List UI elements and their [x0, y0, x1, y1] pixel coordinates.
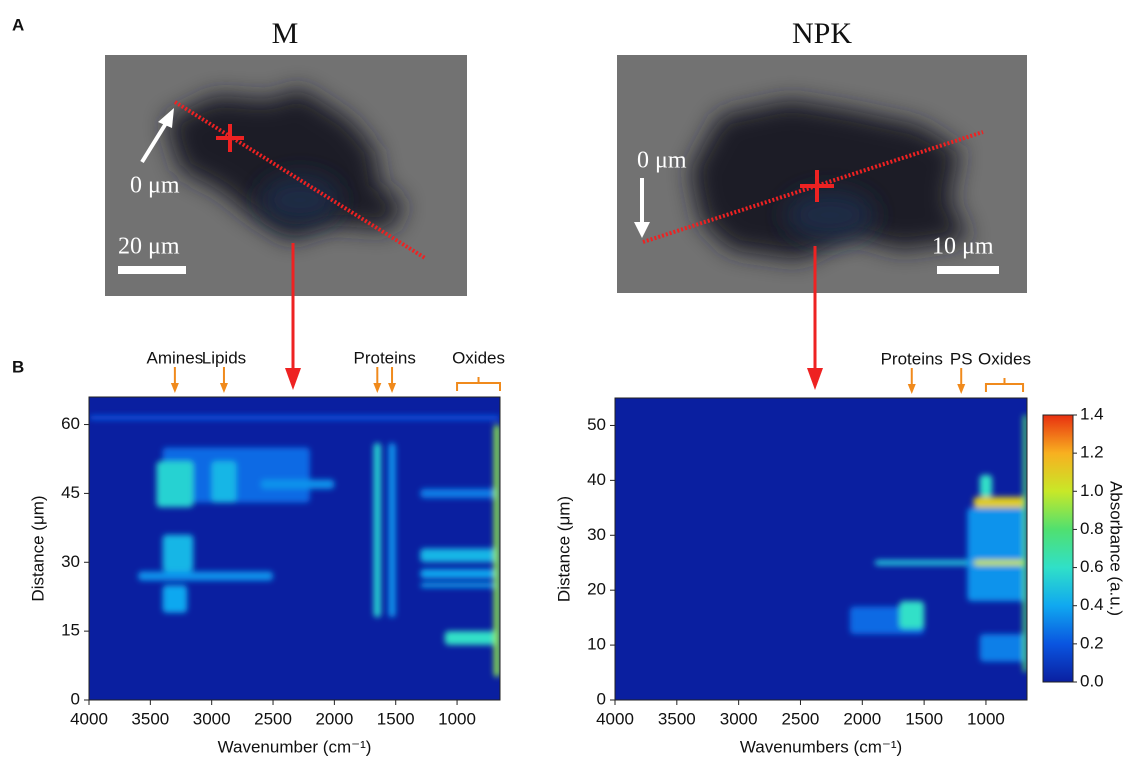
heatmap-layer	[849, 414, 1027, 673]
x-axis-label: Wavenumber (cm⁻¹)	[218, 737, 372, 756]
colorbar-tick-label: 0.8	[1080, 519, 1104, 538]
annotation-label: Lipids	[202, 348, 246, 367]
heatmap-layer	[89, 415, 500, 678]
annotation-label: Oxides	[978, 349, 1031, 368]
colorbar-tick-label: 0.2	[1080, 633, 1104, 652]
heatmap	[89, 415, 500, 678]
panel-label: A	[12, 15, 24, 34]
heatmap	[849, 414, 1027, 673]
y-tick-label: 60	[61, 414, 80, 433]
annotation-arrow-head	[219, 383, 228, 393]
heatmap-band	[388, 442, 396, 618]
image-title: NPK	[792, 17, 852, 50]
annotation-label: Oxides	[452, 348, 505, 367]
heatmap-band	[973, 496, 1027, 508]
y-tick-label: 20	[587, 580, 606, 599]
heatmap-band	[979, 474, 993, 497]
annotation-label: PS	[950, 349, 973, 368]
annotation-label: Proteins	[353, 348, 415, 367]
origin-label: 0 μm	[637, 148, 687, 174]
heatmap-band	[156, 461, 194, 508]
heatmap-band	[1023, 414, 1027, 673]
plot-frame	[88, 396, 501, 701]
colorbar-tick-label: 0.4	[1080, 595, 1104, 614]
x-tick-label: 4000	[596, 709, 634, 728]
x-tick-label: 3500	[131, 709, 169, 728]
annotation-label: Amines	[147, 348, 204, 367]
y-tick-label: 10	[587, 635, 606, 654]
x-tick-label: 1500	[377, 709, 415, 728]
x-tick-label: 3000	[193, 709, 231, 728]
annotation-arrow-head	[957, 384, 966, 394]
panel-label: B	[12, 357, 24, 376]
scale-label: 20 μm	[118, 234, 180, 260]
x-tick-label: 2500	[254, 709, 292, 728]
link-arrow	[807, 368, 823, 390]
annotation-bracket	[456, 377, 501, 391]
x-tick-label: 2000	[843, 709, 881, 728]
annotation-arrow-head	[907, 384, 916, 394]
heatmap-band	[162, 534, 194, 572]
y-tick-label: 45	[61, 483, 80, 502]
y-axis-label: Distance (μm)	[554, 496, 573, 602]
annotation-label: Proteins	[881, 349, 943, 368]
y-tick-label: 0	[597, 689, 606, 708]
colorbar-tick-label: 1.4	[1080, 404, 1104, 423]
link-arrow	[285, 368, 301, 390]
annotation-arrow-head	[170, 383, 179, 393]
heatmap-band	[444, 631, 500, 645]
y-axis-label: Distance (μm)	[28, 495, 47, 601]
heatmap-band	[260, 479, 335, 489]
colorbar-tick-label: 1.2	[1080, 443, 1104, 462]
heatmap-band	[420, 548, 500, 563]
colorbar-tick-label: 0.6	[1080, 557, 1104, 576]
colorbar-tick-label: 0.0	[1080, 671, 1104, 690]
y-tick-label: 30	[61, 552, 80, 571]
annotation-arrow-head	[388, 383, 397, 393]
annotation-bracket	[984, 378, 1025, 392]
heatmap-band	[420, 569, 500, 579]
heatmap-band	[420, 582, 500, 588]
scale-label: 10 μm	[932, 234, 994, 260]
heatmap-band	[967, 507, 1027, 602]
heatmap-band	[979, 634, 1027, 662]
heatmap-band	[420, 488, 500, 498]
colorbar-tick-label: 1.0	[1080, 481, 1104, 500]
origin-label: 0 μm	[130, 173, 180, 199]
colorbar-label: Absorbance (a.u.)	[1107, 481, 1126, 616]
y-tick-label: 40	[587, 470, 606, 489]
colorbar	[1042, 414, 1074, 683]
x-tick-label: 1000	[438, 709, 476, 728]
x-axis-label: Wavenumbers (cm⁻¹)	[740, 737, 902, 756]
micrograph	[617, 55, 1027, 293]
heatmap-band	[899, 601, 925, 629]
x-tick-label: 4000	[70, 709, 108, 728]
y-tick-label: 50	[587, 415, 606, 434]
heatmap-band	[162, 585, 188, 613]
heatmap-background	[615, 398, 1027, 700]
annotation-arrow-head	[373, 383, 382, 393]
heatmap-band	[973, 559, 1027, 566]
image-title: M	[272, 17, 299, 50]
x-tick-label: 3000	[720, 709, 758, 728]
y-tick-label: 0	[71, 689, 80, 708]
x-tick-label: 1500	[905, 709, 943, 728]
x-tick-label: 2000	[315, 709, 353, 728]
x-tick-label: 1000	[967, 709, 1005, 728]
heatmap-band	[211, 461, 237, 503]
heatmap-band	[373, 442, 381, 618]
heatmap-band	[493, 424, 500, 678]
y-tick-label: 30	[587, 525, 606, 544]
heatmap-band	[138, 571, 274, 581]
plot-frame	[614, 397, 1028, 701]
micrograph	[105, 55, 467, 296]
x-tick-label: 3500	[658, 709, 696, 728]
x-tick-label: 2500	[782, 709, 820, 728]
heatmap-band	[89, 415, 500, 420]
y-tick-label: 15	[61, 621, 80, 640]
